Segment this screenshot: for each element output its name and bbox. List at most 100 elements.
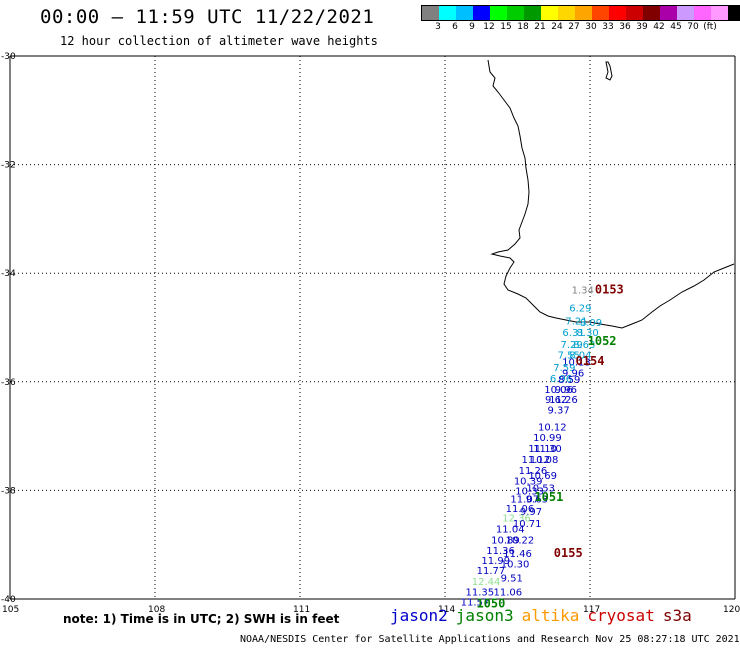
wave-height-value: 7.21 [565, 316, 587, 327]
color-swatch [575, 6, 592, 20]
wave-height-value: 8.59 [558, 375, 580, 386]
color-swatch [660, 6, 677, 20]
wave-height-value: 9.96 [555, 385, 577, 396]
wave-height-value: 8.30 [576, 328, 598, 339]
color-swatch [677, 6, 694, 20]
color-swatch [507, 6, 524, 20]
wave-height-value: 8.04 [569, 351, 591, 362]
pass-time-label: 0153 [595, 282, 624, 296]
color-swatch [592, 6, 609, 20]
color-swatch [541, 6, 558, 20]
wave-height-value: 12.36 [502, 514, 531, 525]
wave-height-value: 12.44 [472, 577, 501, 588]
page-subtitle: 12 hour collection of altimeter wave hei… [60, 34, 378, 48]
color-scale-label: 45 [670, 22, 682, 32]
wave-height-value: 11.36 [486, 546, 515, 557]
wave-height-value: 7.29 [561, 340, 583, 351]
color-scale-label: 24 [551, 22, 563, 32]
color-swatch [456, 6, 473, 20]
longitude-tick-label: 114 [438, 605, 455, 615]
color-scale-label: 21 [534, 22, 546, 32]
color-scale-label: 15 [500, 22, 512, 32]
wave-height-value: 9.63 [526, 495, 548, 506]
wave-height-value: 11.07 [510, 495, 539, 506]
color-scale-label: 36 [619, 22, 631, 32]
color-swatch [711, 6, 728, 20]
longitude-tick-label: 105 [2, 605, 19, 615]
color-swatch [626, 6, 643, 20]
wave-height-value: 6.31 [562, 328, 584, 339]
wave-height-value: 11.35 [465, 587, 494, 598]
pass-time-label: 0154 [576, 354, 605, 368]
wave-height-value: 10.39 [514, 477, 543, 488]
latitude-tick-label: -32 [1, 161, 16, 171]
latitude-tick-label: -40 [1, 595, 16, 605]
wave-height-value: 10.06 [544, 385, 573, 396]
legend-entry-jason3: jason3 [455, 606, 514, 625]
longitude-tick-label: 117 [583, 605, 600, 615]
wave-height-value: 9.62 [545, 395, 567, 406]
color-scale-label: 39 [636, 22, 648, 32]
color-swatch [728, 6, 740, 20]
color-scale-label: 12 [483, 22, 495, 32]
coastline [487, 59, 735, 329]
wave-height-value: 11.57 [461, 598, 490, 609]
color-scale-labels: 3 6 9 12 15 18 21 24 27 30 33 36 39 42 45 70 (ft) [421, 22, 740, 34]
wave-height-value: 10.99 [533, 433, 562, 444]
wave-height-value: 7.55 [558, 351, 580, 362]
page-title: 00:00 – 11:59 UTC 11/22/2021 [40, 6, 375, 28]
color-scale-bar [421, 5, 740, 21]
wave-height-value: 8.63 [573, 340, 595, 351]
wave-height-value: 9.97 [520, 507, 542, 518]
color-scale-label: (ft) [703, 22, 717, 32]
legend-entry-jason2: jason2 [390, 606, 448, 625]
latitude-tick-label: -38 [1, 486, 16, 496]
map-grid [9, 55, 736, 600]
wave-height-value: 7.59 [553, 363, 575, 374]
latitude-tick-label: -34 [1, 269, 16, 279]
coastline-island [605, 61, 613, 81]
wave-height-value: 10.30 [501, 560, 530, 571]
color-swatch [643, 6, 660, 20]
color-scale-label: 42 [653, 22, 665, 32]
color-scale-label: 3 [435, 22, 441, 32]
color-swatch [439, 6, 456, 20]
longitude-tick-label: 120 [723, 605, 740, 615]
color-scale-label: 9 [469, 22, 475, 32]
color-swatch [609, 6, 626, 20]
wave-height-value: 1.34 [572, 285, 594, 296]
wave-height-value: 10.71 [513, 519, 542, 530]
wave-height-value: 10.69 [528, 471, 557, 482]
note-text: note: 1) Time is in UTC; 2) SWH is in fe… [63, 612, 340, 626]
color-swatch [490, 6, 507, 20]
color-swatch [422, 6, 439, 20]
longitude-tick-label: 108 [148, 605, 165, 615]
pass-time-label: 1052 [588, 334, 617, 348]
wave-height-value: 10.12 [538, 422, 567, 433]
wave-height-value: 10.22 [506, 535, 535, 546]
coastline-west-australia [487, 59, 735, 329]
legend-entry-cryosat: cryosat [587, 606, 655, 625]
color-scale-label: 18 [517, 22, 529, 32]
wave-height-value: 9.96 [562, 369, 584, 380]
wave-height-value: 11.10 [528, 444, 557, 455]
wave-height-value: 10.33 [515, 486, 544, 497]
wave-height-value: 11.06 [494, 587, 523, 598]
wave-height-measurements: 1.34 6.29 7.218.096.318.307.298.637.558.04… [461, 285, 602, 608]
wave-height-value: 11.30 [533, 444, 562, 455]
color-scale-label: 30 [585, 22, 597, 32]
pass-time-labels: 0153 1052 0154 1051 0155 1050 [476, 282, 623, 610]
color-scale-label: 33 [602, 22, 614, 32]
wave-height-value: 11.04 [496, 524, 525, 535]
latitude-tick-label: -36 [1, 378, 16, 388]
wave-height-value: 6.96 [550, 374, 572, 385]
wave-height-value: 9.37 [547, 405, 569, 416]
color-scale-label: 27 [568, 22, 580, 32]
wave-height-value: 10.13 [562, 358, 591, 369]
credit-text: NOAA/NESDIS Center for Satellite Applica… [240, 634, 740, 645]
satellite-legend: jason2 jason3 altika cryosat s3a [390, 606, 700, 625]
legend-entry-s3a: s3a [662, 606, 692, 625]
wave-height-value: 6.29 [569, 303, 591, 314]
